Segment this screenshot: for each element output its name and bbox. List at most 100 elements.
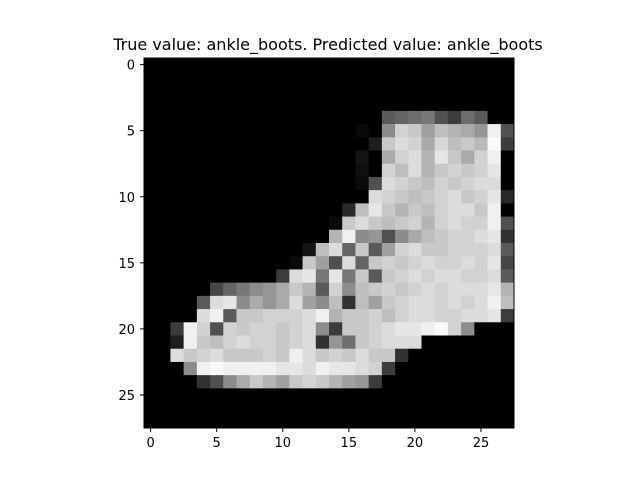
heatmap-cell bbox=[421, 84, 436, 99]
heatmap-cell bbox=[315, 124, 330, 138]
heatmap-cell bbox=[144, 295, 158, 310]
heatmap-cell bbox=[381, 176, 396, 191]
heatmap-cell bbox=[500, 216, 515, 231]
heatmap-cell bbox=[302, 256, 317, 270]
heatmap-cell bbox=[500, 203, 515, 217]
heatmap-cell bbox=[236, 110, 251, 125]
x-tick-label: 15 bbox=[341, 436, 358, 451]
heatmap-cell bbox=[223, 190, 237, 204]
heatmap-cell bbox=[329, 216, 343, 231]
heatmap-cell bbox=[355, 375, 370, 389]
heatmap-cell bbox=[474, 361, 488, 376]
heatmap-cell bbox=[461, 348, 475, 363]
heatmap-cell bbox=[210, 176, 224, 191]
heatmap-cell bbox=[408, 97, 422, 112]
heatmap-cell bbox=[236, 401, 251, 416]
heatmap-cell bbox=[461, 110, 475, 125]
heatmap-cell bbox=[434, 243, 449, 257]
heatmap-cell bbox=[342, 176, 356, 191]
heatmap-cell bbox=[144, 401, 158, 416]
heatmap-cell bbox=[329, 348, 343, 363]
heatmap-cell bbox=[474, 203, 488, 217]
heatmap-cell bbox=[355, 309, 370, 323]
heatmap-cell bbox=[315, 84, 330, 99]
heatmap-cell bbox=[289, 348, 303, 363]
heatmap-cell bbox=[157, 203, 171, 217]
heatmap-cell bbox=[342, 163, 356, 178]
heatmap-cell bbox=[461, 97, 475, 112]
heatmap-cell bbox=[196, 309, 211, 323]
heatmap-cell bbox=[381, 110, 396, 125]
heatmap-cell bbox=[355, 216, 370, 231]
heatmap-cell bbox=[196, 163, 211, 178]
heatmap-cell bbox=[183, 401, 198, 416]
heatmap-cell bbox=[170, 388, 185, 402]
heatmap-cell bbox=[487, 163, 502, 178]
heatmap-cell bbox=[315, 216, 330, 231]
heatmap-cell bbox=[236, 295, 251, 310]
heatmap-cell bbox=[342, 401, 356, 416]
heatmap-cell bbox=[276, 163, 290, 178]
heatmap-cell bbox=[210, 388, 224, 402]
heatmap-cell bbox=[262, 361, 277, 376]
heatmap-cell bbox=[170, 401, 185, 416]
heatmap-cell bbox=[355, 190, 370, 204]
heatmap-cell bbox=[210, 150, 224, 165]
heatmap-cell bbox=[329, 401, 343, 416]
heatmap-cell bbox=[236, 229, 251, 244]
heatmap-cell bbox=[368, 84, 383, 99]
heatmap-cell bbox=[183, 361, 198, 376]
heatmap-cell bbox=[157, 71, 171, 85]
heatmap-cell bbox=[302, 388, 317, 402]
heatmap-cell bbox=[500, 243, 515, 257]
heatmap-cell bbox=[487, 176, 502, 191]
heatmap-cell bbox=[421, 361, 436, 376]
y-tick-label: 25 bbox=[118, 389, 135, 404]
heatmap-cell bbox=[487, 282, 502, 297]
heatmap-cell bbox=[447, 295, 462, 310]
heatmap-cell bbox=[170, 309, 185, 323]
heatmap-cell bbox=[210, 361, 224, 376]
heatmap-cell bbox=[474, 414, 488, 429]
heatmap-cell bbox=[223, 348, 237, 363]
heatmap-cell bbox=[355, 348, 370, 363]
heatmap-cell bbox=[487, 269, 502, 284]
heatmap-cell bbox=[157, 375, 171, 389]
heatmap-cell bbox=[368, 124, 383, 138]
heatmap-cell bbox=[236, 124, 251, 138]
heatmap-cell bbox=[461, 203, 475, 217]
heatmap-cell bbox=[289, 216, 303, 231]
heatmap-cell bbox=[223, 203, 237, 217]
heatmap-cell bbox=[236, 163, 251, 178]
heatmap-cell bbox=[183, 388, 198, 402]
heatmap-cell bbox=[381, 58, 396, 72]
heatmap-cell bbox=[355, 203, 370, 217]
heatmap-cell bbox=[315, 414, 330, 429]
heatmap-cell bbox=[474, 335, 488, 350]
heatmap-cell bbox=[249, 401, 264, 416]
heatmap-cell bbox=[329, 414, 343, 429]
heatmap-cell bbox=[434, 229, 449, 244]
heatmap-cell bbox=[196, 322, 211, 336]
heatmap-cell bbox=[276, 71, 290, 85]
heatmap-cell bbox=[144, 124, 158, 138]
heatmap-cell bbox=[196, 401, 211, 416]
heatmap-cell bbox=[196, 282, 211, 297]
heatmap-cell bbox=[210, 163, 224, 178]
heatmap-cell bbox=[170, 71, 185, 85]
heatmap-cell bbox=[447, 309, 462, 323]
heatmap-cell bbox=[302, 150, 317, 165]
heatmap-cell bbox=[236, 97, 251, 112]
heatmap-cell bbox=[381, 388, 396, 402]
heatmap-cell bbox=[183, 110, 198, 125]
heatmap-cell bbox=[329, 97, 343, 112]
heatmap-cell bbox=[395, 58, 409, 72]
heatmap-cell bbox=[395, 335, 409, 350]
heatmap-cell bbox=[236, 58, 251, 72]
heatmap-cell bbox=[315, 401, 330, 416]
heatmap-cell bbox=[289, 124, 303, 138]
heatmap-cell bbox=[395, 190, 409, 204]
heatmap-cell bbox=[249, 388, 264, 402]
heatmap-cell bbox=[355, 229, 370, 244]
